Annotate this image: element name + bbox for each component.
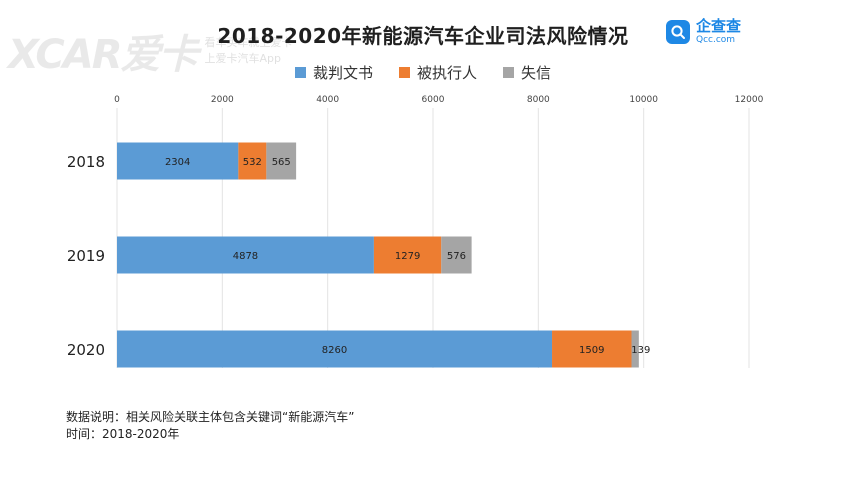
legend-item: 被执行人 bbox=[398, 62, 477, 83]
bar-segment bbox=[117, 330, 553, 368]
legend-label: 裁判文书 bbox=[312, 64, 373, 82]
y-category-label: 2018 bbox=[67, 153, 105, 171]
qcc-logo-name: 企查查 bbox=[696, 17, 742, 35]
legend-swatch bbox=[398, 67, 410, 78]
watermark-logo: XCAR爱卡 bbox=[8, 32, 199, 78]
x-tick-label: 4000 bbox=[316, 95, 339, 105]
y-category-label: 2020 bbox=[67, 341, 105, 359]
bar-data-label: 4878 bbox=[233, 251, 258, 262]
legend-item: 裁判文书 bbox=[294, 62, 373, 83]
watermark-text: 看车买车就上爱卡 上爱卡汽车App bbox=[205, 35, 293, 68]
bar-data-label: 565 bbox=[272, 157, 291, 168]
bar-segment bbox=[266, 142, 297, 180]
bar-segment bbox=[117, 236, 374, 274]
bar-data-label: 2304 bbox=[165, 157, 190, 168]
bar-segment bbox=[373, 236, 442, 274]
bar-segment bbox=[441, 236, 472, 274]
footnote-time: 时间：2018-2020年 bbox=[66, 427, 180, 441]
x-tick-label: 12000 bbox=[735, 95, 764, 105]
x-tick-label: 2000 bbox=[211, 95, 234, 105]
y-category-label: 2019 bbox=[67, 247, 105, 265]
watermark-line-2: 上爱卡汽车App bbox=[204, 52, 282, 65]
bar-segment bbox=[631, 330, 639, 368]
bar-data-label: 8260 bbox=[322, 345, 347, 356]
bar-segment bbox=[552, 330, 632, 368]
bar-data-label: 139 bbox=[631, 345, 650, 356]
bar-data-label: 1509 bbox=[579, 345, 604, 356]
watermark: XCAR爱卡 看车买车就上爱卡 上爱卡汽车App bbox=[8, 22, 293, 80]
bar-data-label: 1279 bbox=[395, 251, 420, 262]
footnote: 数据说明：相关风险关联主体包含关键词“新能源汽车” 时间：2018-2020年 bbox=[66, 409, 354, 443]
bar-segment bbox=[117, 142, 239, 180]
chart-legend: 裁判文书 被执行人 失信 bbox=[0, 62, 846, 83]
legend-swatch bbox=[294, 67, 306, 78]
bar-data-label: 532 bbox=[243, 157, 262, 168]
qcc-logo: 企查查 Qcc.com bbox=[666, 19, 741, 45]
bar-segment bbox=[238, 142, 267, 180]
footnote-data-note: 数据说明：相关风险关联主体包含关键词“新能源汽车” bbox=[66, 410, 355, 424]
qcc-logo-domain: Qcc.com bbox=[696, 35, 736, 45]
bar-data-label: 576 bbox=[447, 251, 466, 262]
chart-title: 2018-2020年新能源汽车企业司法风险情况 bbox=[217, 24, 629, 48]
legend-label: 失信 bbox=[521, 64, 552, 82]
x-tick-label: 0 bbox=[114, 95, 120, 105]
x-tick-label: 6000 bbox=[422, 95, 445, 105]
legend-label: 被执行人 bbox=[416, 64, 477, 82]
legend-swatch bbox=[503, 67, 514, 78]
legend-item: 失信 bbox=[503, 62, 551, 83]
x-tick-label: 8000 bbox=[527, 95, 550, 105]
qcc-logo-icon bbox=[666, 20, 690, 44]
x-tick-label: 10000 bbox=[629, 95, 658, 105]
watermark-line-1: 看车买车就上爱卡 bbox=[204, 35, 293, 49]
